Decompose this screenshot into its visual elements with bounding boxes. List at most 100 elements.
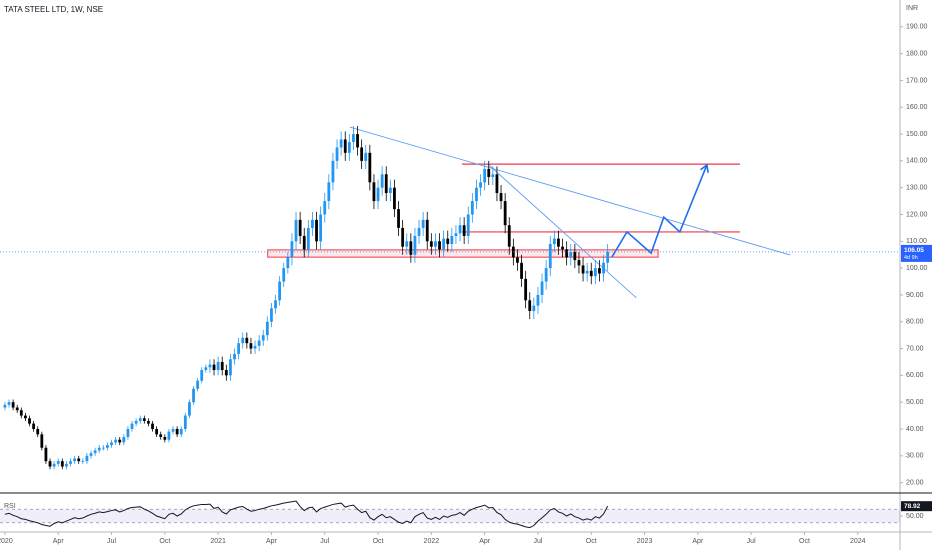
candle-body [487, 168, 491, 177]
x-tick-label: Jul [533, 538, 542, 545]
candle-body [552, 238, 556, 244]
candle-body [434, 241, 437, 247]
candle-body [216, 361, 220, 371]
candle-body [73, 458, 77, 462]
y-tick-label: 110.00 [906, 238, 927, 245]
candle-body [265, 321, 269, 336]
y-tick-label: 80.00 [906, 319, 924, 326]
candle-body [442, 238, 446, 250]
currency-label: INR [906, 5, 918, 12]
candle-body [540, 281, 544, 295]
candle-body [106, 445, 109, 448]
candle-body [462, 225, 466, 236]
candle-body [343, 139, 347, 153]
candle-body [224, 370, 228, 376]
candle-body [536, 294, 540, 306]
candle-body [393, 187, 396, 210]
candle-body [606, 251, 610, 263]
trend-line [488, 164, 637, 299]
candle-body [179, 428, 183, 435]
y-tick-label: 20.00 [906, 479, 924, 486]
candle-body [548, 243, 552, 269]
candle-body [438, 241, 441, 250]
candle-body [331, 160, 335, 183]
candle-body [69, 461, 72, 464]
x-tick-label: Oct [159, 538, 170, 545]
arrow-head [700, 163, 709, 173]
candle-body [56, 461, 60, 464]
candle-body [101, 447, 105, 449]
y-tick-label: 180.00 [906, 50, 928, 57]
y-tick-label: 40.00 [906, 426, 924, 433]
y-tick-label: 70.00 [906, 345, 924, 352]
candle-body [491, 174, 495, 177]
candle-body [458, 225, 462, 234]
candle-body [306, 227, 310, 250]
candle-body [315, 219, 318, 242]
y-tick-label: 120.00 [906, 211, 928, 218]
candle-body [470, 201, 474, 215]
candle-body [28, 418, 31, 424]
chart-title: TATA STEEL LTD, 1W, NSE [4, 5, 103, 14]
candle-body [188, 402, 191, 416]
x-tick-label: Jul [320, 538, 329, 545]
candle-body [425, 219, 429, 242]
candle-body [589, 270, 593, 277]
y-tick-label: 90.00 [906, 292, 924, 299]
candle-body [356, 134, 359, 148]
candle-body [483, 168, 487, 183]
y-tick-label: 50.00 [906, 399, 924, 406]
candle-body [274, 300, 277, 309]
candle-body [364, 152, 368, 161]
candle-body [302, 235, 306, 250]
rsi-value-label: 78.92 [904, 503, 921, 510]
candle-body [48, 461, 52, 467]
countdown-label: 4d 9h [904, 255, 918, 261]
candle-body [352, 134, 355, 143]
y-tick-label: 100.00 [906, 265, 928, 272]
candle-body [388, 187, 392, 194]
candle-body [598, 268, 601, 274]
candle-body [270, 308, 273, 322]
candle-body [516, 257, 519, 263]
candle-body [290, 241, 294, 258]
candle-body [524, 278, 528, 301]
rsi-label: RSI [4, 503, 16, 510]
candle-body [126, 428, 130, 438]
x-tick-label: 2020 [0, 538, 13, 545]
candle-body [81, 461, 85, 462]
candle-body [409, 241, 413, 255]
candle-body [233, 353, 236, 360]
last-price-label: 106.05 [904, 247, 924, 254]
candle-body [220, 361, 224, 371]
candle-body [507, 225, 511, 247]
candle-body [311, 219, 314, 228]
candle-body [93, 450, 97, 454]
x-tick-label: Oct [586, 538, 597, 545]
candle-body [118, 439, 122, 443]
candle-body [298, 219, 302, 236]
x-tick-label: 2021 [210, 538, 226, 545]
x-tick-label: 2024 [850, 538, 866, 545]
candle-body [253, 345, 257, 349]
candle-body [495, 174, 499, 194]
candle-body [557, 238, 560, 247]
candle-body [479, 182, 482, 188]
candle-body [602, 262, 605, 274]
candle-body [11, 402, 15, 408]
candle-body [446, 238, 450, 244]
candle-body [200, 370, 204, 381]
candle-body [151, 423, 154, 429]
candle-body [32, 423, 36, 429]
candle-body [466, 214, 470, 236]
candle-body [122, 437, 126, 443]
candle-body [319, 214, 323, 242]
candle-body [475, 187, 478, 202]
candle-body [97, 447, 101, 451]
candle-body [241, 337, 245, 344]
arrow-path [611, 164, 708, 258]
candle-body [204, 367, 208, 371]
y-tick-label: 170.00 [906, 77, 928, 84]
